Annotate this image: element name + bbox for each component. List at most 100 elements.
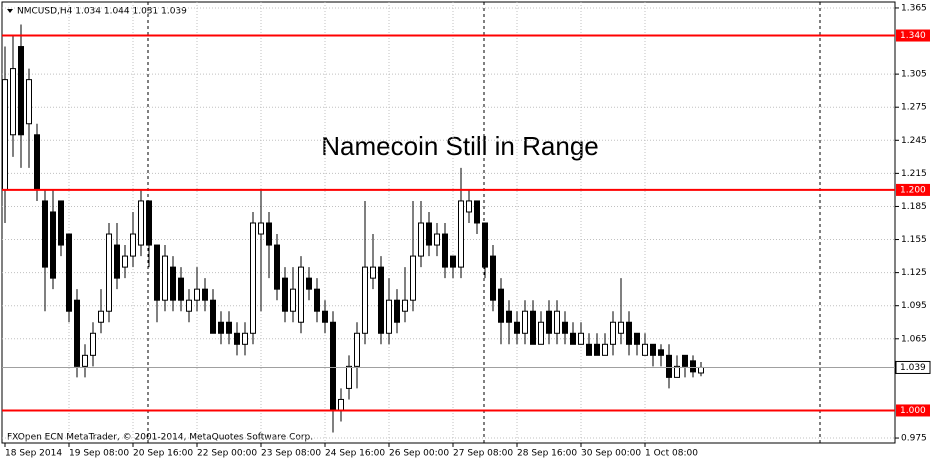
candle-body — [114, 244, 120, 279]
candle-body — [186, 299, 192, 312]
candle-body — [490, 255, 496, 301]
candle-body — [338, 398, 344, 411]
candle-body — [178, 277, 184, 301]
y-tick-label: 0.975 — [901, 434, 927, 444]
candle-body — [602, 343, 608, 356]
candle-body — [74, 299, 80, 367]
y-tick-label: 1.185 — [901, 202, 927, 212]
candle-body — [570, 332, 576, 345]
candle-body — [346, 365, 352, 389]
candle-body — [34, 134, 40, 191]
y-tick-label: 1.275 — [901, 103, 927, 113]
candle-body — [402, 299, 408, 312]
candle-body — [210, 299, 216, 334]
candle-body — [530, 310, 536, 345]
level-label-bg — [896, 183, 930, 196]
candle-body — [594, 343, 600, 356]
candle-body — [450, 255, 456, 268]
candle-body — [650, 343, 656, 356]
x-tick-label: 19 Sep 08:00 — [69, 449, 129, 459]
candle-body — [90, 332, 96, 356]
candle-body — [658, 349, 664, 356]
candle-body — [266, 222, 272, 246]
candle-body — [330, 321, 336, 411]
candle-body — [306, 277, 312, 290]
candle-body — [202, 288, 208, 301]
candle-body — [634, 332, 640, 345]
candle-body — [98, 310, 104, 323]
candle-body — [610, 321, 616, 345]
candle-body — [234, 332, 240, 345]
candle-body — [698, 366, 704, 374]
chart-header: NMCUSD,H4 1.034 1.044 1.031 1.039 — [17, 7, 187, 17]
candle-body — [194, 288, 200, 301]
level-label: 1.200 — [900, 185, 926, 195]
y-tick-label: 1.365 — [901, 3, 927, 13]
candle-body — [146, 200, 152, 246]
candle-body — [106, 233, 112, 312]
chart-title: Namecoin Still in Range — [321, 131, 598, 161]
candle-body — [682, 354, 688, 367]
candle-body — [498, 288, 504, 323]
last-price-label: 1.039 — [900, 363, 926, 373]
y-tick-label: 1.305 — [901, 70, 927, 80]
candle-body — [434, 233, 440, 246]
y-tick-label: 1.065 — [901, 334, 927, 344]
candle-body — [370, 266, 376, 279]
candle-body — [242, 332, 248, 345]
candle-body — [170, 266, 176, 301]
candle-body — [554, 310, 560, 334]
chart-footer: FXOpen ECN MetaTrader, © 2001-2014, Meta… — [7, 433, 313, 443]
candle-body — [506, 310, 512, 323]
y-tick-label: 1.245 — [901, 136, 927, 146]
x-tick-label: 1 Oct 08:00 — [645, 449, 698, 459]
header-icon — [7, 9, 13, 13]
candle-body — [18, 46, 24, 136]
candle-body — [218, 321, 224, 334]
candle-body — [674, 365, 680, 378]
candle-body — [130, 233, 136, 257]
candle-body — [522, 310, 528, 334]
candle-body — [250, 222, 256, 334]
candle-body — [418, 222, 424, 257]
x-tick-label: 20 Sep 16:00 — [133, 449, 193, 459]
candle-body — [514, 321, 520, 334]
candle-body — [282, 277, 288, 312]
candle-body — [322, 310, 328, 323]
candle-body — [626, 321, 632, 345]
x-tick-label: 26 Sep 00:00 — [389, 449, 449, 459]
candle-body — [426, 222, 432, 246]
candle-body — [298, 266, 304, 323]
x-tick-label: 22 Sep 00:00 — [197, 449, 257, 459]
candle-body — [2, 79, 8, 191]
candle-body — [362, 266, 368, 334]
candle-body — [618, 321, 624, 334]
candle-body — [354, 332, 360, 367]
x-tick-label: 27 Sep 08:00 — [453, 449, 513, 459]
candle-body — [562, 321, 568, 334]
candle-body — [26, 79, 32, 125]
candle-body — [162, 255, 168, 301]
candle-body — [138, 200, 144, 246]
y-tick-label: 1.155 — [901, 235, 927, 245]
last-price-bg — [895, 360, 931, 374]
candle-body — [378, 266, 384, 334]
x-tick-label: 23 Sep 08:00 — [261, 449, 321, 459]
candle-body — [290, 288, 296, 312]
candle-body — [642, 343, 648, 356]
candle-body — [666, 354, 672, 378]
y-tick-label: 1.095 — [901, 301, 927, 311]
level-label: 1.000 — [900, 406, 926, 416]
candle-body — [122, 255, 128, 268]
candle-body — [66, 233, 72, 312]
candle-body — [394, 299, 400, 323]
candle-body — [274, 244, 280, 290]
x-tick-label: 24 Sep 16:00 — [325, 449, 385, 459]
candle-body — [474, 200, 480, 224]
y-tick-label: 1.125 — [901, 268, 927, 278]
candle-body — [154, 244, 160, 301]
candle-body — [466, 200, 472, 213]
candle-body — [42, 200, 48, 268]
candle-body — [578, 332, 584, 345]
